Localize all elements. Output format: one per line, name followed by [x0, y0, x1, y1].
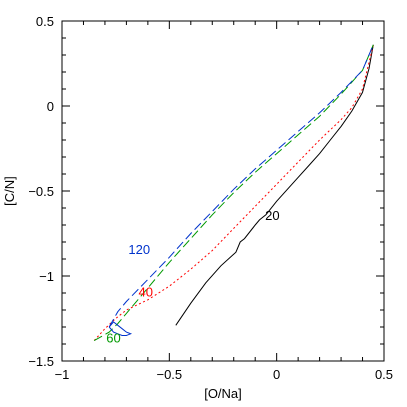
- series-layer: [93, 44, 374, 342]
- y-tick-label: −1.5: [28, 354, 54, 369]
- x-tick-label: −0.5: [156, 367, 182, 382]
- series-line-60: [93, 44, 374, 342]
- x-axis-title: [O/Na]: [204, 386, 242, 401]
- tick-labels: −1 −0.5 0 0.5−1.5−1−0.500.5: [28, 14, 393, 382]
- x-tick-label: −1: [55, 367, 70, 382]
- curve-label-60: 60: [106, 330, 120, 345]
- series-line-120: [108, 44, 374, 328]
- series-line-40: [93, 44, 374, 341]
- y-tick-label: 0.5: [36, 14, 54, 29]
- series-line-20: [175, 44, 374, 326]
- y-tick-label: 0: [47, 99, 54, 114]
- axis-ticks: [61, 20, 385, 362]
- x-tick-label: 0: [273, 367, 280, 382]
- y-tick-label: −1: [39, 269, 54, 284]
- curve-label-20: 20: [265, 208, 279, 223]
- series-line-hook-4: [108, 321, 133, 336]
- plot-frame: [61, 20, 385, 362]
- annotation-layer: 20 40 60 120: [106, 208, 279, 345]
- x-tick-label: 0.5: [375, 367, 393, 382]
- y-axis-title: [C/N]: [2, 176, 17, 206]
- y-tick-label: −0.5: [28, 184, 54, 199]
- curve-label-40: 40: [138, 284, 152, 299]
- curve-label-120: 120: [128, 242, 150, 257]
